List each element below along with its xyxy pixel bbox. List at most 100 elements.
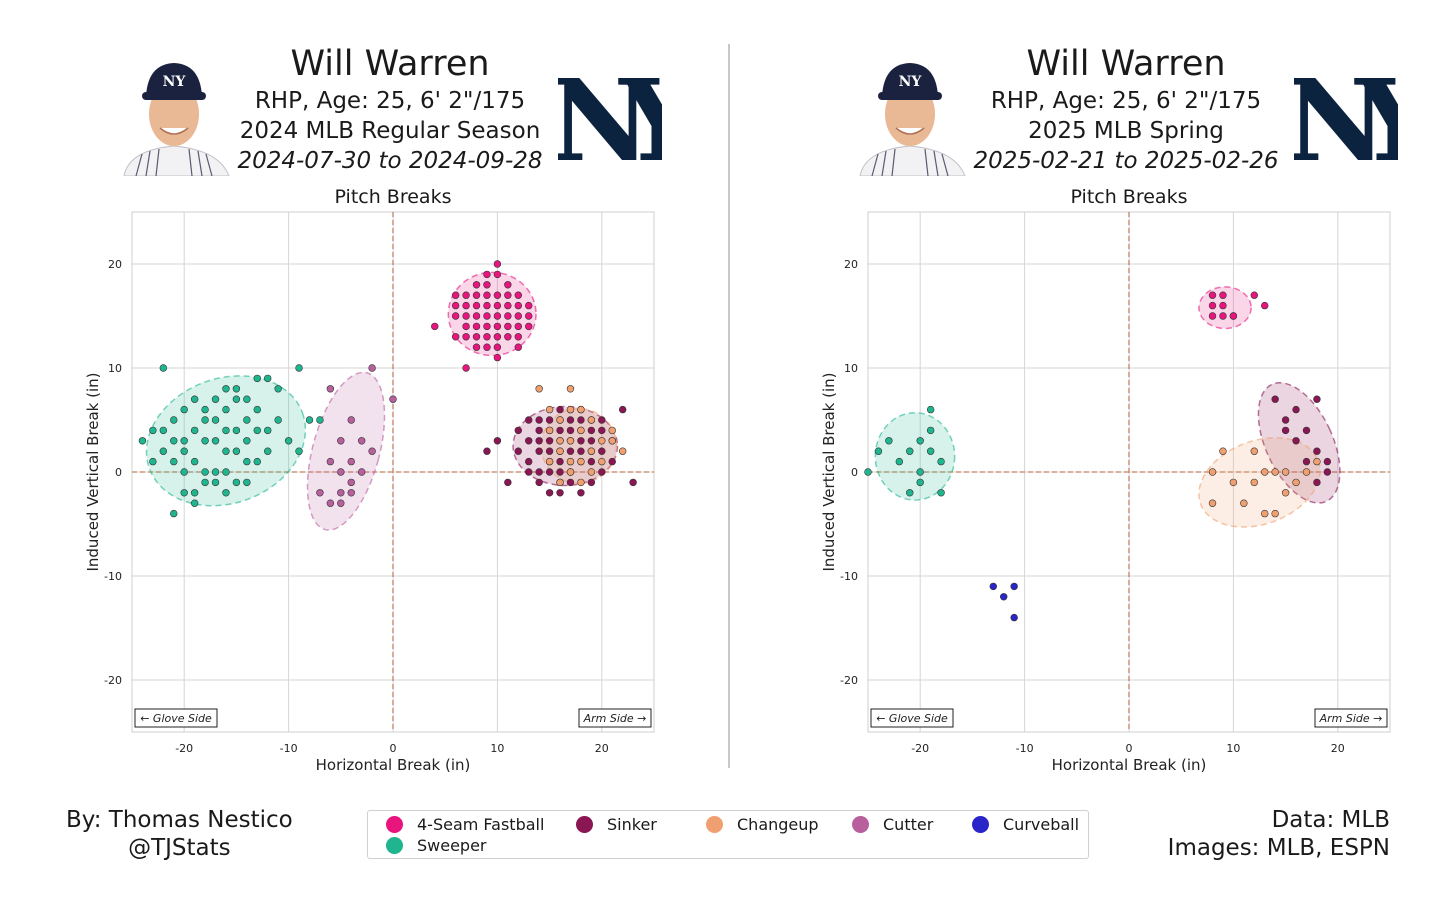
changeup-point xyxy=(1281,489,1290,497)
sweeper-point xyxy=(264,426,272,435)
sweeper-point xyxy=(222,385,230,393)
sinker-point xyxy=(618,405,627,414)
y-tick-label: -20 xyxy=(104,674,122,687)
sinker-point xyxy=(598,426,606,435)
arm-side-box xyxy=(578,708,652,728)
x-tick-label: 0 xyxy=(390,742,397,755)
changeup-point xyxy=(1313,457,1321,466)
changeup-point xyxy=(1302,468,1311,476)
curveball-point xyxy=(989,582,997,591)
x-tick-label: 0 xyxy=(1126,742,1133,755)
sweeper-point xyxy=(149,457,157,466)
sweeper-point xyxy=(211,468,220,476)
changeup-point xyxy=(587,416,596,424)
sweeper-point xyxy=(937,489,945,497)
changeup-point xyxy=(545,426,554,435)
sinker-point xyxy=(525,457,533,466)
4-seam-fastball-point xyxy=(493,312,502,320)
4-seam-fastball-point xyxy=(431,322,439,331)
season-label: 2025 MLB Spring xyxy=(1028,118,1224,144)
changeup-point xyxy=(535,385,543,393)
4-seam-fastball-point xyxy=(462,333,470,341)
legend-label: Cutter xyxy=(883,815,934,834)
4-seam-fastball-point xyxy=(451,333,460,341)
sweeper-point xyxy=(937,457,945,466)
4-seam-fastball-point xyxy=(483,291,491,299)
4-seam-fastball-point xyxy=(504,301,512,310)
changeup-point xyxy=(556,447,564,455)
arm-side-label: Arm Side → xyxy=(583,712,647,725)
x-tick-label: -10 xyxy=(280,742,298,755)
4-seam-fastball-point xyxy=(483,312,491,320)
x-tick-label: 10 xyxy=(1226,742,1240,755)
changeup-point xyxy=(577,405,585,414)
changeup-point xyxy=(1271,468,1279,476)
sinker-point xyxy=(587,457,596,466)
sweeper-point xyxy=(232,447,241,455)
sweeper-point xyxy=(232,385,241,393)
sinker-point xyxy=(566,447,575,455)
sinker-point xyxy=(598,416,606,424)
player-headshot: NY xyxy=(114,58,234,176)
cutter-ellipse xyxy=(306,371,386,531)
4-seam-fastball-point xyxy=(1229,312,1238,320)
sweeper-point xyxy=(243,457,251,466)
changeup-point xyxy=(608,437,616,445)
y-tick-label: 0 xyxy=(851,466,858,479)
cutter-point xyxy=(326,457,335,466)
arm-side-label: Arm Side → xyxy=(1319,712,1383,725)
sweeper-point xyxy=(180,437,188,445)
4-seam-fastball-point xyxy=(483,322,491,331)
changeup-point xyxy=(1281,468,1290,476)
4-seam-fastball-point xyxy=(472,281,481,289)
sinker-point xyxy=(545,416,554,424)
sweeper-ellipse xyxy=(874,411,956,501)
sinker-point xyxy=(1292,405,1300,414)
sweeper-point xyxy=(316,416,324,424)
sweeper-point xyxy=(243,437,251,445)
sweeper-point xyxy=(295,364,303,372)
cutter-point xyxy=(316,489,324,497)
4-seam-fastball-point xyxy=(493,353,502,362)
changeup-point xyxy=(566,468,575,476)
sweeper-point xyxy=(926,447,935,455)
sweeper-point xyxy=(170,416,178,424)
sweeper-point xyxy=(874,447,883,455)
svg-text:NY: NY xyxy=(163,74,187,90)
panel-2024: NY Will Warren RHP, Age: 25, 6' 2"/175 2… xyxy=(0,0,720,780)
sinker-point xyxy=(535,468,543,476)
x-tick-label: -20 xyxy=(911,742,929,755)
y-tick-label: 0 xyxy=(115,466,122,479)
legend-swatch xyxy=(386,837,403,854)
sweeper-point xyxy=(906,489,914,497)
svg-text:NY: NY xyxy=(1294,60,1398,172)
sinker-point xyxy=(1302,426,1311,435)
4-seam-fastball-point xyxy=(1250,291,1258,299)
changeup-point xyxy=(598,437,606,445)
4-seam-fastball-point xyxy=(462,364,470,372)
sweeper-point xyxy=(274,385,282,393)
sinker-point xyxy=(566,416,575,424)
image-source: Images: MLB, ESPN xyxy=(1167,835,1390,861)
4-seam-fastball-point xyxy=(451,301,460,310)
cutter-point xyxy=(326,385,335,393)
panel-2025: NY Will Warren RHP, Age: 25, 6' 2"/175 2… xyxy=(736,0,1456,780)
sweeper-point xyxy=(274,416,282,424)
sinker-point xyxy=(629,478,637,487)
sinker-point xyxy=(556,468,564,476)
4-seam-fastball-point xyxy=(1219,312,1227,320)
sweeper-point xyxy=(180,447,188,455)
4-seam-fastball-point xyxy=(483,301,491,310)
player-headshot: NY xyxy=(850,58,970,176)
y-tick-label: 20 xyxy=(108,258,122,271)
sinker-point xyxy=(1292,437,1300,445)
legend-item-cutter: Cutter xyxy=(852,815,933,834)
sinker-point xyxy=(535,416,543,424)
sinker-point xyxy=(577,416,585,424)
changeup-point xyxy=(566,385,575,393)
player-name: Will Warren xyxy=(1026,44,1226,84)
cutter-point xyxy=(347,416,355,424)
changeup-point xyxy=(1219,447,1227,455)
sweeper-point xyxy=(201,478,209,487)
legend-label: Sweeper xyxy=(417,836,487,855)
